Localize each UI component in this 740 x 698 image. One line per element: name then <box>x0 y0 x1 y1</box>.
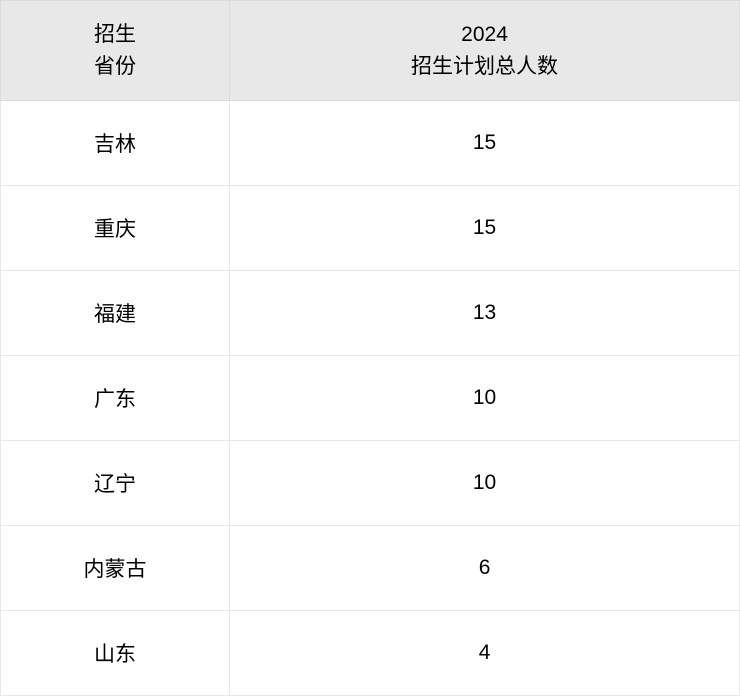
cell-province: 吉林 <box>1 101 230 186</box>
cell-count: 10 <box>230 441 740 526</box>
cell-count: 4 <box>230 611 740 696</box>
cell-province: 辽宁 <box>1 441 230 526</box>
cell-province: 内蒙古 <box>1 526 230 611</box>
cell-count: 13 <box>230 271 740 356</box>
cell-province: 广东 <box>1 356 230 441</box>
table-row: 内蒙古 6 <box>1 526 740 611</box>
table-row: 吉林 15 <box>1 101 740 186</box>
table-row: 福建 13 <box>1 271 740 356</box>
cell-count: 15 <box>230 186 740 271</box>
table-row: 山东 4 <box>1 611 740 696</box>
cell-province: 福建 <box>1 271 230 356</box>
header-row: 招生 省份 2024 招生计划总人数 <box>1 1 740 101</box>
table-body: 吉林 15 重庆 15 福建 13 广东 10 辽宁 10 内蒙古 6 山东 4 <box>1 101 740 696</box>
header-province-line2: 省份 <box>94 55 136 78</box>
cell-province: 重庆 <box>1 186 230 271</box>
table-row: 广东 10 <box>1 356 740 441</box>
cell-count: 15 <box>230 101 740 186</box>
cell-province: 山东 <box>1 611 230 696</box>
cell-count: 6 <box>230 526 740 611</box>
header-count-line2: 招生计划总人数 <box>411 55 558 78</box>
header-province: 招生 省份 <box>1 1 230 101</box>
table-header: 招生 省份 2024 招生计划总人数 <box>1 1 740 101</box>
enrollment-table: 招生 省份 2024 招生计划总人数 吉林 15 重庆 15 福建 13 广东 … <box>0 0 740 696</box>
table-row: 辽宁 10 <box>1 441 740 526</box>
header-count: 2024 招生计划总人数 <box>230 1 740 101</box>
header-count-line1: 2024 <box>461 23 508 46</box>
header-province-line1: 招生 <box>94 23 136 46</box>
table-row: 重庆 15 <box>1 186 740 271</box>
cell-count: 10 <box>230 356 740 441</box>
